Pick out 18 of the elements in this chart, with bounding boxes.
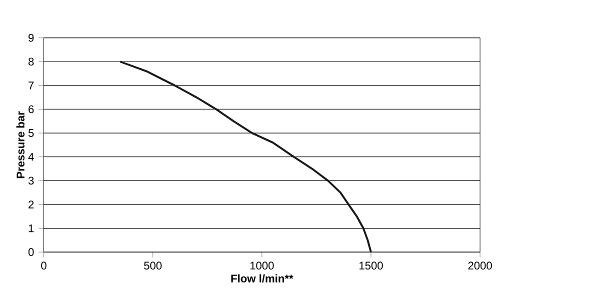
x-tick-label: 1500 [360, 262, 383, 270]
x-tick-label: 1000 [250, 262, 274, 270]
x-axis-title: Flow l/min** [231, 274, 294, 283]
y-tick-label: 1 [28, 224, 34, 232]
y-tick-label: 9 [28, 34, 34, 42]
y-tick-label: 4 [28, 153, 34, 161]
y-tick-label: 2 [28, 200, 34, 209]
x-tick-label: 2000 [468, 262, 492, 270]
y-tick-label: 6 [28, 106, 34, 114]
y-tick-label: 5 [28, 129, 34, 138]
y-tick-label: 8 [28, 58, 34, 66]
line-series [119, 60, 372, 252]
x-tick-label: 0 [41, 262, 46, 270]
y-axis-title: Pressure bar [16, 111, 24, 178]
y-tick-label: 3 [28, 176, 34, 185]
y-tick-label: 0 [28, 248, 34, 256]
x-tick-label: 500 [144, 262, 162, 270]
y-tick-label: 7 [28, 82, 34, 90]
